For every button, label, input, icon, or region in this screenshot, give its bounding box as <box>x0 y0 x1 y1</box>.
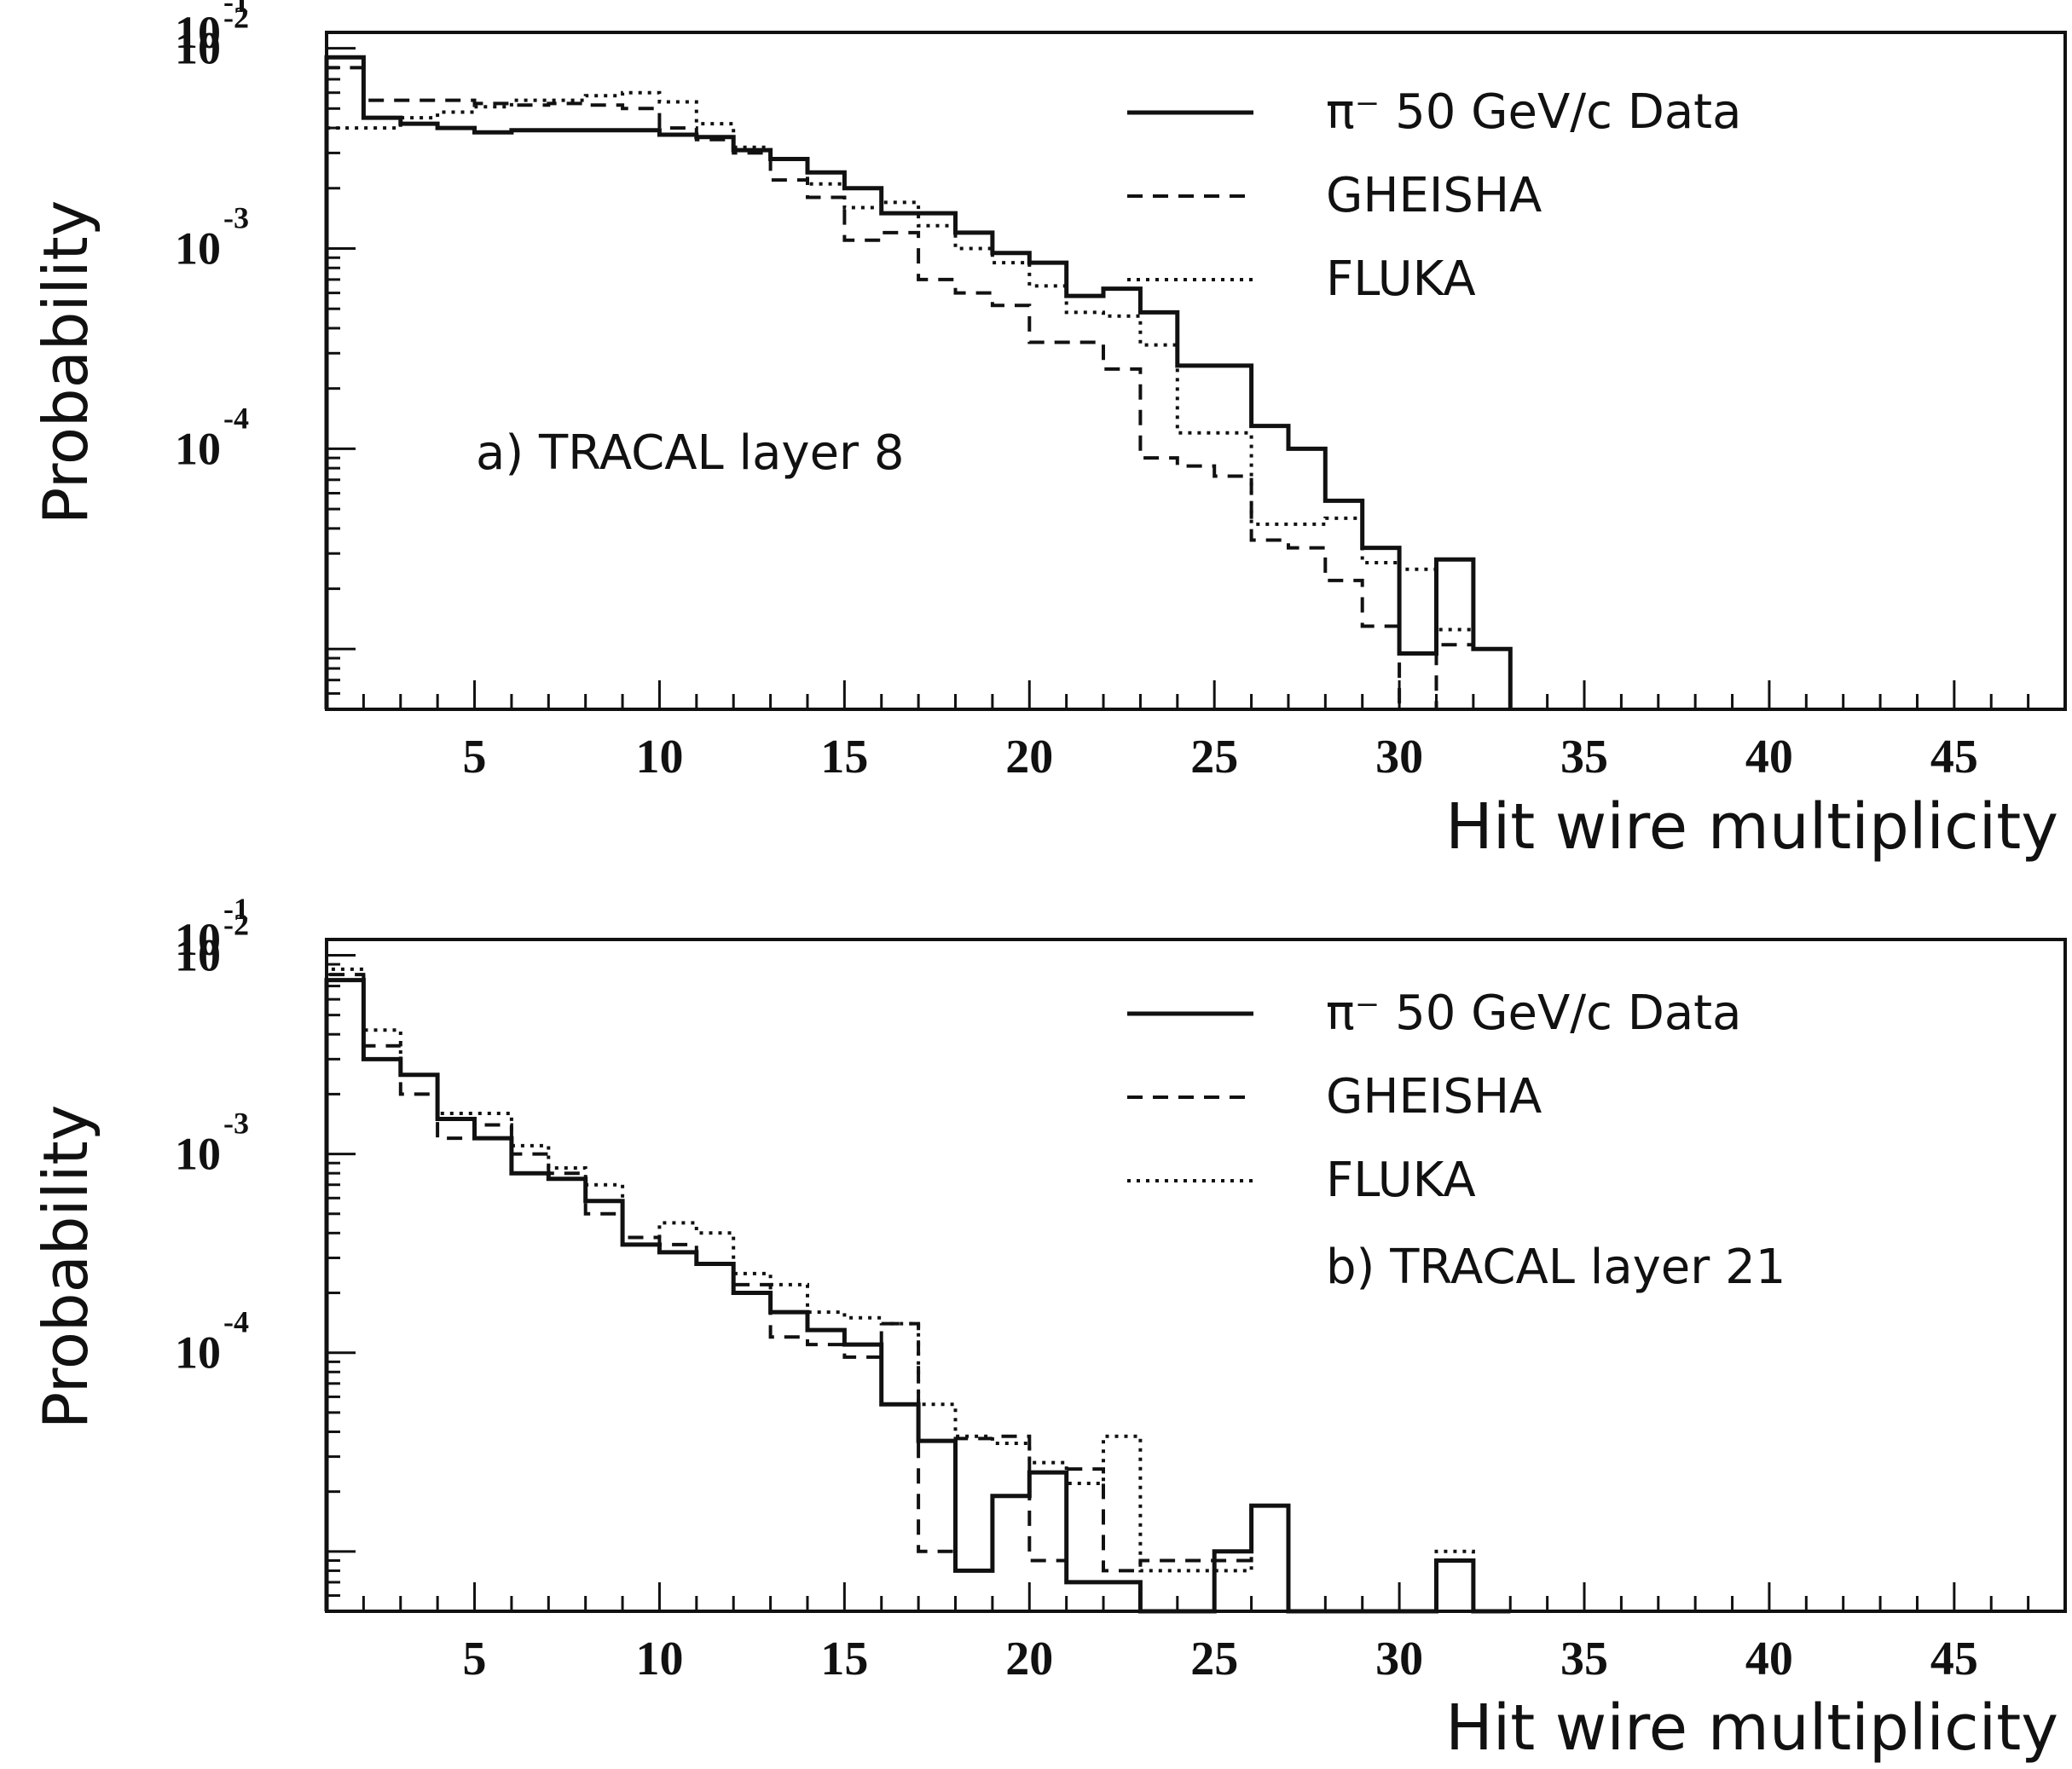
x-tick-label: 20 <box>1005 731 1053 783</box>
legend-label: π⁻ 50 GeV/c Data <box>1326 986 1741 1041</box>
x-tick-label: 45 <box>1930 1633 1978 1685</box>
series-line-dotted <box>325 967 1511 1613</box>
y-tick-label-exponent: -4 <box>223 401 249 435</box>
y-tick-label-base: 10 <box>175 1327 221 1379</box>
x-axis-title: Hit wire multiplicity <box>1445 1691 2058 1765</box>
y-tick-label-exponent: -3 <box>223 200 249 234</box>
x-tick-label: 10 <box>635 731 683 783</box>
legend-label: π⁻ 50 GeV/c Data <box>1326 84 1741 140</box>
y-tick-label-base: 10 <box>175 223 221 274</box>
x-tick-label: 15 <box>820 1633 868 1685</box>
legend-label: GHEISHA <box>1326 168 1542 223</box>
x-tick-label: 40 <box>1745 731 1793 783</box>
y-tick-label-base: 10 <box>175 7 221 58</box>
x-tick-label: 5 <box>463 1633 487 1685</box>
x-tick-label: 35 <box>1560 731 1608 783</box>
y-tick-label-exponent: -2 <box>223 907 249 941</box>
y-tick-label-base: 10 <box>175 914 221 965</box>
x-tick-label: 20 <box>1005 1633 1053 1685</box>
x-tick-label: 25 <box>1190 731 1238 783</box>
x-tick-label: 5 <box>463 731 487 783</box>
legend-label: FLUKA <box>1326 1153 1476 1208</box>
x-tick-label: 35 <box>1560 1633 1608 1685</box>
y-tick-label-exponent: -1 <box>223 0 249 19</box>
y-tick-label-base: 10 <box>175 23 221 74</box>
series-line-solid <box>324 55 1513 709</box>
y-tick-label-base: 10 <box>175 1129 221 1180</box>
y-axis-title: Probability <box>30 200 101 525</box>
y-tick-label-exponent: -4 <box>223 1305 249 1339</box>
x-tick-label: 15 <box>820 731 868 783</box>
legend-label: GHEISHA <box>1326 1069 1542 1124</box>
x-axis-title: Hit wire multiplicity <box>1445 790 2058 864</box>
y-axis-title: Probability <box>30 1105 101 1430</box>
y-tick-label-base: 10 <box>175 929 221 980</box>
x-tick-label: 45 <box>1930 731 1978 783</box>
x-tick-label: 10 <box>635 1633 683 1685</box>
x-tick-label: 30 <box>1375 1633 1423 1685</box>
series-line-solid <box>324 978 1511 1614</box>
y-tick-label-exponent: -1 <box>223 892 249 926</box>
y-tick-label-exponent: -3 <box>223 1107 249 1141</box>
legend: π⁻ 50 GeV/c Data GHEISHA FLUKA <box>1127 986 1741 1208</box>
x-tick-label: 40 <box>1745 1633 1793 1685</box>
y-tick-label-base: 10 <box>175 423 221 474</box>
panel-label: b) TRACAL layer 21 <box>1326 1240 1786 1295</box>
x-tick-label: 30 <box>1375 731 1423 783</box>
panel-label: a) TRACAL layer 8 <box>476 425 904 481</box>
y-tick-label-exponent: -2 <box>223 1 249 35</box>
x-tick-label: 25 <box>1190 1633 1238 1685</box>
series-line-dotted <box>325 90 1513 709</box>
series-line-dashed <box>325 66 1513 711</box>
legend-label: FLUKA <box>1326 251 1476 307</box>
legend: π⁻ 50 GeV/c Data GHEISHA FLUKA <box>1127 84 1741 307</box>
